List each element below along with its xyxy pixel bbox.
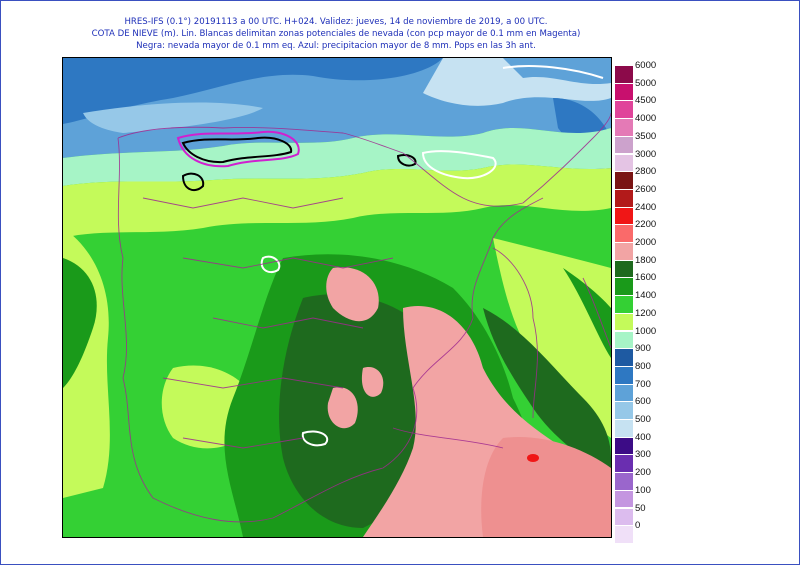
legend-label: 4000 <box>635 113 657 125</box>
red-max-spot <box>527 454 539 462</box>
legend-label: 300 <box>635 449 651 461</box>
legend-swatch <box>615 312 633 331</box>
legend-swatch <box>615 242 633 260</box>
legend-label: 3000 <box>635 148 657 160</box>
snow-level-map <box>62 57 612 538</box>
legend-label: 1000 <box>635 325 657 337</box>
legend-label: 100 <box>635 484 651 496</box>
legend-swatch <box>615 82 633 101</box>
legend-swatch <box>615 507 633 526</box>
legend-swatch <box>615 153 633 172</box>
legend-label: 1200 <box>635 307 657 319</box>
pink-small-blob <box>361 367 384 397</box>
legend-swatch <box>615 118 633 136</box>
coastal-cyan-band <box>63 128 611 186</box>
legend-swatch <box>615 365 633 384</box>
legend-label: 2800 <box>635 166 657 178</box>
legend-swatch <box>615 401 633 419</box>
legend-swatch <box>615 489 633 508</box>
legend-label: 2200 <box>635 219 657 231</box>
pink-central-blob <box>326 267 379 322</box>
darkgreen-band-se <box>483 308 611 478</box>
legend-swatch <box>615 436 633 455</box>
legend-swatch <box>615 224 633 242</box>
map-title-line-3: Negra: nevada mayor de 0.1 mm eq. Azul: … <box>136 41 536 51</box>
legend-label: 1400 <box>635 290 657 302</box>
legend-label: 3500 <box>635 130 657 142</box>
legend-swatch <box>615 472 633 490</box>
legend-swatch <box>615 383 633 402</box>
legend-label: 0 <box>635 520 641 532</box>
legend-label: 200 <box>635 467 651 479</box>
ocean-light-blue <box>83 102 263 133</box>
legend-label: 400 <box>635 431 651 443</box>
ocean-blue-ne <box>503 58 611 85</box>
legend-swatch <box>615 65 633 83</box>
legend-swatch <box>615 454 633 473</box>
darkgreen-east-strip <box>563 268 611 358</box>
legend-label: 2600 <box>635 183 657 195</box>
legend-label: 1600 <box>635 272 657 284</box>
legend-swatch <box>615 171 633 189</box>
map-title-line-1: HRES-IFS (0.1°) 20191113 a 00 UTC. H+024… <box>124 17 548 27</box>
pink-salmon-core <box>481 437 611 537</box>
darkgreen-west <box>63 258 97 388</box>
legend-swatch <box>615 525 633 543</box>
legend-swatch <box>615 348 633 366</box>
legend-label: 800 <box>635 360 651 372</box>
legend-swatch <box>615 135 633 154</box>
legend-label: 700 <box>635 378 651 390</box>
ocean-dark-blue <box>63 58 443 124</box>
legend-swatch <box>615 295 633 313</box>
legend-swatch <box>615 188 633 207</box>
legend-label: 1800 <box>635 254 657 266</box>
legend-swatch <box>615 277 633 296</box>
legend-label: 2000 <box>635 237 657 248</box>
legend-label: 500 <box>635 414 651 425</box>
pink-mid-blob <box>327 387 358 429</box>
legend-swatch <box>615 330 633 349</box>
coastlines <box>117 112 611 523</box>
legend-label: 4500 <box>635 95 657 107</box>
legend-label: 600 <box>635 396 651 408</box>
legend-label: 900 <box>635 343 651 355</box>
yellowgreen-north <box>63 164 611 238</box>
legend-swatch <box>615 206 633 225</box>
legend-swatch <box>615 419 633 437</box>
legend-swatch <box>615 100 633 119</box>
legend-label: 5000 <box>635 77 657 89</box>
legend-swatch <box>615 259 633 278</box>
map-title-line-2: COTA DE NIEVE (m). Lin. Blancas delimita… <box>91 29 581 39</box>
legend-label: 2400 <box>635 201 657 213</box>
legend-label: 50 <box>635 502 646 514</box>
snow-zone-outlines <box>176 65 604 447</box>
legend-label: 6000 <box>635 60 657 71</box>
